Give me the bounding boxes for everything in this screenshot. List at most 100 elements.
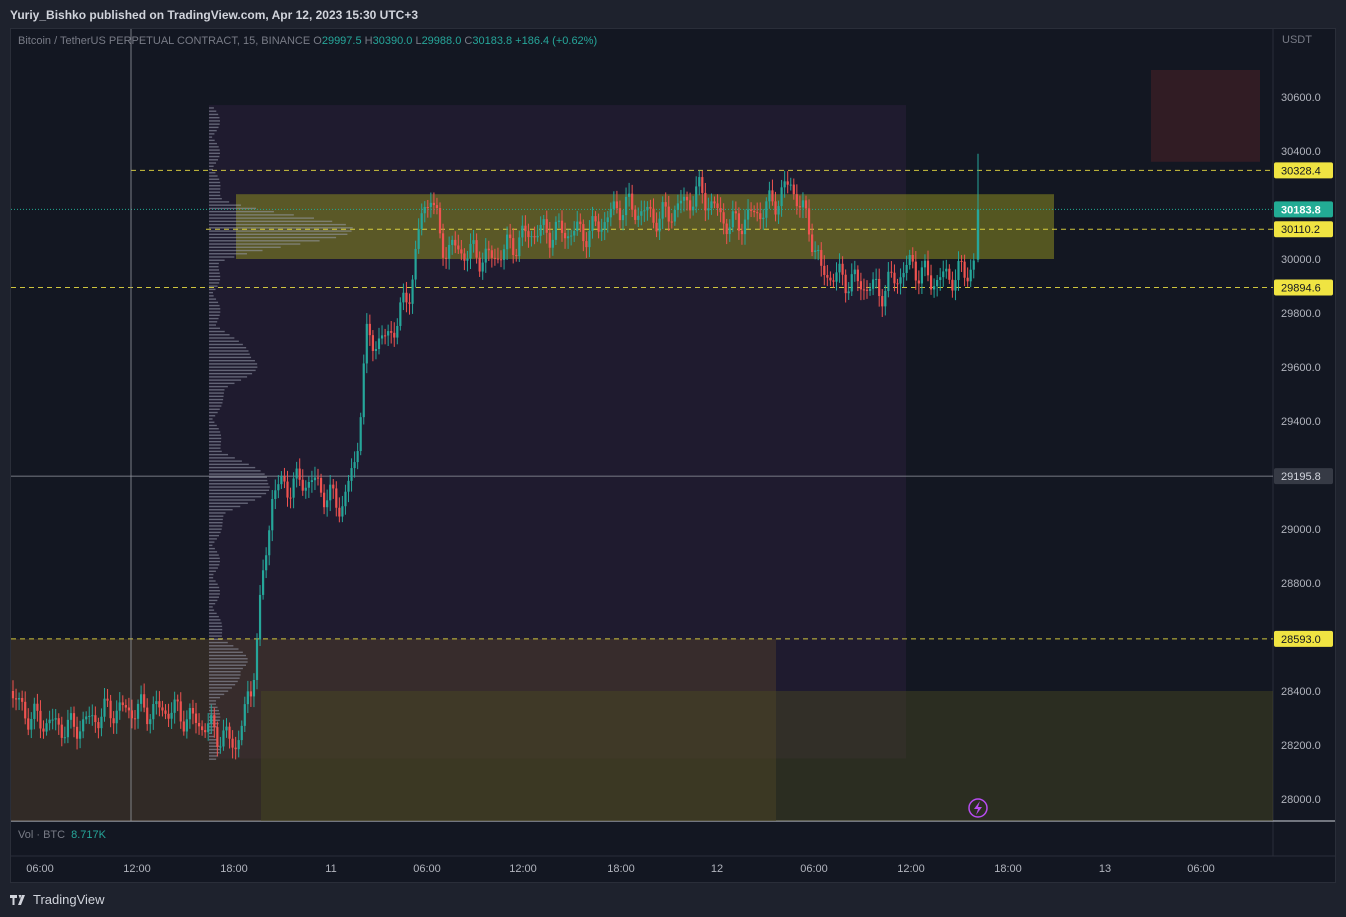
volume-profile-bar (209, 609, 215, 611)
tradingview-brand[interactable]: TradingView (10, 892, 105, 907)
candle-body (231, 738, 234, 748)
candle-body (521, 225, 524, 238)
candle-body (609, 209, 612, 218)
volume-profile-bar (209, 729, 215, 731)
candle-body (847, 291, 850, 294)
volume-profile-bar (209, 210, 274, 213)
tradingview-logo-icon (10, 894, 25, 905)
volume-profile-bar (209, 551, 218, 553)
candle-body (542, 219, 545, 225)
volume-profile-bar (209, 424, 217, 427)
volume-profile-bar (209, 262, 219, 265)
volume-profile-bar (209, 253, 247, 255)
time-tick-label: 12 (711, 863, 723, 875)
candle-body (445, 257, 448, 259)
candle-body (301, 479, 304, 491)
candle-body (853, 269, 856, 275)
volume-profile-bar (209, 735, 215, 738)
volume-profile-bar (209, 531, 221, 534)
candle-body (82, 719, 85, 732)
volume-profile-bar (209, 515, 224, 517)
candle-body (600, 229, 603, 232)
candle-body (304, 487, 307, 491)
candle-body (411, 279, 414, 304)
candle-body (618, 208, 622, 221)
change-value: +186.4 (+0.62%) (515, 35, 598, 47)
volume-profile-bar (209, 641, 228, 644)
candle-body (603, 222, 606, 230)
volume-profile-bar (209, 155, 220, 158)
volume-profile-bar (209, 479, 268, 482)
volume-profile-bar (209, 217, 315, 219)
candle-body (728, 227, 731, 235)
candle-body (951, 279, 954, 291)
price-chart[interactable]: 30600.0 30400.0 30000.0 29800.0 29600.0 29400… (11, 29, 1336, 883)
candle-body (972, 260, 975, 270)
volume-profile-bar (209, 233, 348, 236)
candle-body (701, 177, 704, 193)
candle-body (563, 232, 567, 239)
candle-body (759, 213, 762, 220)
candle-body (191, 707, 195, 714)
volume-profile-bar (209, 739, 217, 741)
symbol-label[interactable]: Bitcoin / TetherUS PERPETUAL CONTRACT, 1… (18, 35, 311, 47)
volume-profile-bar (209, 726, 217, 728)
candle-body (164, 710, 167, 714)
volume-profile-bar (209, 246, 281, 248)
candle-body (75, 726, 79, 739)
candle-body (127, 707, 130, 711)
candle-body (621, 215, 625, 221)
candle-body (30, 718, 33, 730)
volume-profile-bar (209, 223, 346, 226)
candle-body (103, 698, 106, 717)
candle-body (515, 255, 518, 257)
candle-body (213, 715, 216, 728)
candle-body (807, 208, 811, 235)
candle-body (423, 206, 426, 214)
candle-body (890, 271, 893, 273)
candle-body (484, 248, 487, 263)
candle-body (136, 703, 140, 719)
candle-body (356, 451, 359, 463)
candle-body (197, 722, 201, 727)
candle-body (911, 254, 914, 262)
candle-body (780, 187, 783, 207)
candle-body (435, 205, 439, 209)
candle-body (115, 710, 118, 724)
volume-profile-bar (209, 324, 216, 326)
candle-body (548, 232, 551, 248)
volume-profile-bar (209, 505, 241, 508)
lightning-icon[interactable] (968, 798, 988, 818)
volume-profile-bar (209, 321, 218, 323)
candle-body (307, 481, 310, 488)
volume-profile-bar (209, 308, 221, 310)
current-price-tag (1274, 201, 1333, 218)
candle-body (286, 481, 289, 498)
chart-pane[interactable]: 30600.0 30400.0 30000.0 29800.0 29600.0 29400… (10, 28, 1336, 883)
candle-body (692, 206, 695, 211)
candle-body (130, 710, 134, 719)
volume-profile-bar (209, 240, 320, 242)
level-price-label: 30110.2 (1281, 224, 1320, 236)
candle-body (509, 234, 512, 239)
price-tick-label: 28200.0 (1281, 740, 1321, 752)
candle-body (133, 718, 137, 720)
candle-body (896, 283, 899, 285)
volume-profile-bar (209, 152, 220, 155)
candle-body (850, 274, 853, 292)
candle-body (371, 335, 374, 351)
volume-label[interactable]: Vol · BTC (18, 829, 66, 841)
volume-profile-bar (209, 431, 221, 433)
volume-profile-bar (209, 638, 223, 641)
candle-body (469, 243, 472, 259)
candle-body (237, 740, 240, 750)
volume-profile-bar (209, 311, 221, 313)
candle-body (420, 213, 423, 229)
candle-body (881, 296, 884, 307)
volume-profile-bar (209, 298, 217, 300)
volume-profile-bar (209, 366, 258, 368)
candle-body (66, 719, 69, 738)
candle-body (155, 701, 158, 705)
candle-body (817, 250, 820, 252)
candle-body (914, 261, 917, 281)
